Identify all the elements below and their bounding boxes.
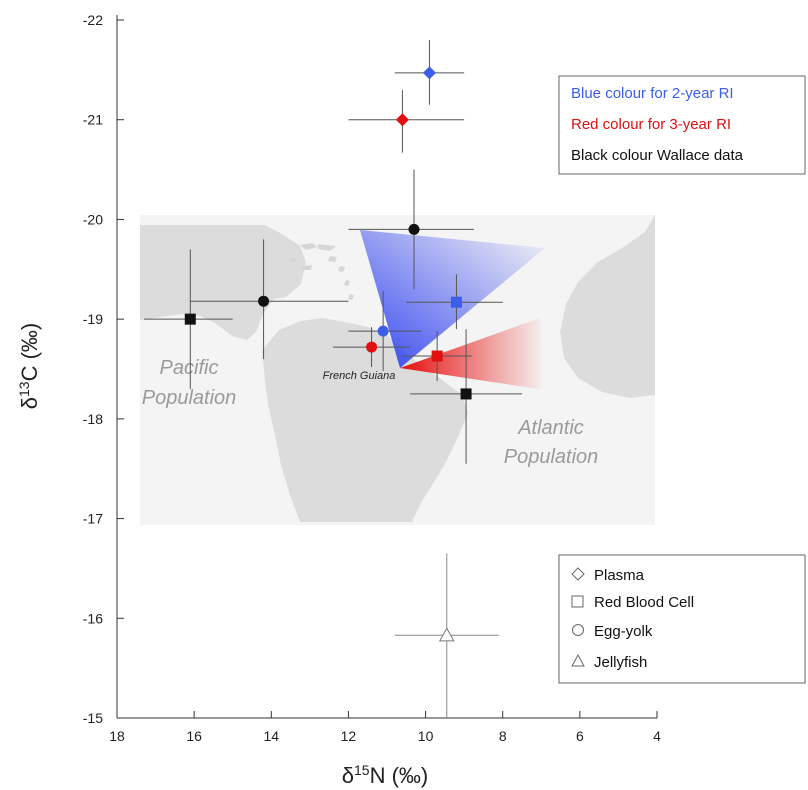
- x-tick-label: 10: [418, 728, 434, 744]
- x-tick-label: 14: [263, 728, 279, 744]
- caribbean-islands: [290, 243, 354, 300]
- data-point-square: [431, 350, 443, 362]
- legend-entry-wallace: Black colour Wallace data: [571, 147, 744, 164]
- legend-diamond-icon: [571, 567, 585, 581]
- data-point-square: [460, 388, 472, 400]
- data-point-diamond: [395, 113, 409, 127]
- legend-entry-2yr: Blue colour for 2-year RI: [571, 85, 734, 102]
- color-legend: Blue colour for 2-year RI Red colour for…: [558, 75, 806, 175]
- y-ticks: -15 -16 -17 -18 -19 -20 -21 -22: [83, 12, 124, 726]
- x-tick-label: 16: [186, 728, 202, 744]
- x-axis-title: δ15N (‰): [342, 762, 428, 788]
- y-tick-label: -17: [83, 511, 103, 527]
- y-tick-label: -16: [83, 610, 103, 626]
- data-point-circle: [258, 295, 270, 307]
- marker-legend-box: [558, 554, 806, 684]
- y-axis-title: δ13C (‰): [16, 323, 42, 409]
- data-point-square: [450, 296, 462, 308]
- x-tick-label: 4: [653, 728, 661, 744]
- y-tick-label: -22: [83, 12, 103, 28]
- data-point-circle: [377, 325, 389, 337]
- data-point-square: [184, 313, 196, 325]
- x-ticks: 18 16 14 12 10 8 6 4: [109, 711, 661, 744]
- migration-fan-3yr: [400, 318, 545, 390]
- north-america-land: [140, 225, 306, 340]
- marker-legend: Plasma Red Blood Cell Egg-yolk Jellyfish: [558, 554, 806, 684]
- error-bars: [144, 39, 522, 718]
- legend-circle-icon: [572, 624, 584, 636]
- pacific-label-line2: Population: [142, 387, 237, 409]
- axes: -15 -16 -17 -18 -19 -20 -21 -22 18 16 14 12 10 8 6 4: [83, 12, 661, 744]
- data-markers: [184, 66, 472, 642]
- legend-entry-rbc: Red Blood Cell: [594, 594, 694, 611]
- x-tick-label: 6: [576, 728, 584, 744]
- legend-square-icon: [571, 595, 584, 608]
- atlantic-label-line2: Population: [504, 446, 599, 468]
- africa-land: [560, 215, 655, 398]
- x-tick-label: 12: [341, 728, 357, 744]
- data-point-circle: [366, 341, 378, 353]
- data-point-triangle: [438, 627, 455, 642]
- y-tick-label: -18: [83, 411, 103, 427]
- x-tick-label: 18: [109, 728, 125, 744]
- legend-entry-3yr: Red colour for 3-year RI: [571, 116, 731, 133]
- y-tick-label: -21: [83, 112, 103, 128]
- color-legend-box: [558, 75, 806, 175]
- y-tick-label: -19: [83, 311, 103, 327]
- data-point-circle: [408, 223, 420, 235]
- origin-label: French Guiana: [323, 370, 396, 382]
- y-tick-label: -20: [83, 211, 103, 227]
- data-point-diamond: [422, 66, 436, 80]
- legend-entry-jellyfish: Jellyfish: [594, 654, 647, 671]
- y-tick-label: -15: [83, 710, 103, 726]
- legend-entry-egg-yolk: Egg-yolk: [594, 623, 653, 640]
- legend-triangle-icon: [571, 653, 585, 667]
- atlantic-label-line1: Atlantic: [517, 417, 584, 439]
- legend-entry-plasma: Plasma: [594, 567, 645, 584]
- pacific-label-line1: Pacific: [160, 357, 219, 379]
- x-tick-label: 8: [499, 728, 507, 744]
